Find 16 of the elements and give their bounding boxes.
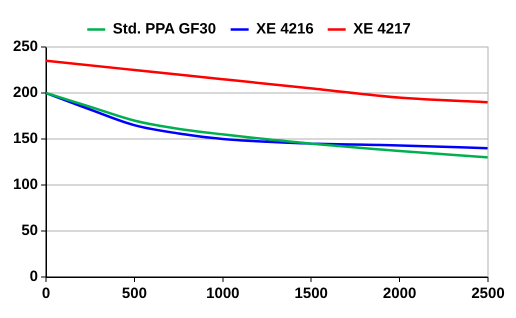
x-tick-label: 1000 xyxy=(206,285,240,302)
legend-label: XE 4217 xyxy=(353,20,411,38)
y-tick-label: 250 xyxy=(12,38,38,56)
x-tick-label: 2500 xyxy=(471,285,505,302)
y-tick-label: 150 xyxy=(12,130,38,148)
x-tick-label: 1500 xyxy=(294,285,328,302)
y-tick-label: 50 xyxy=(21,222,38,240)
legend-label: Std. PPA GF30 xyxy=(112,20,216,38)
y-tick-label: 100 xyxy=(12,176,38,194)
x-tick-label: 0 xyxy=(42,285,50,302)
y-tick-label: 200 xyxy=(12,84,38,102)
x-tick-label: 500 xyxy=(122,285,147,302)
legend-label: XE 4216 xyxy=(256,20,314,38)
line-series xyxy=(46,60,488,104)
x-tick-label: 2000 xyxy=(382,285,416,302)
y-tick-label: 0 xyxy=(30,268,38,286)
